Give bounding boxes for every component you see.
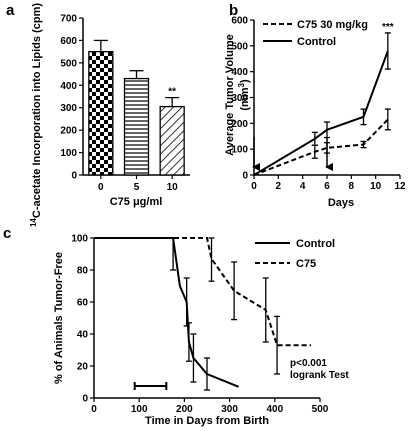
panel-c-xtick-label: 0 [91,404,97,415]
panel-b-ytick-label: 200 [231,119,248,130]
panel-b-ytick-label: 600 [231,16,248,27]
panel-a-plot: 0 100 200 300 400 500 600 700 0 5 10 ** [60,14,190,193]
panel-b-plot: 0 100 200 300 400 500 600 0 2 4 6 8 10 12 *** [231,16,406,193]
panel-b-unit-base: (mm [239,87,251,110]
panel-a-ytick-label: 100 [60,148,77,159]
panel-a-xtick-label: 0 [98,182,104,193]
panel-b-xtick-label: 4 [300,181,306,192]
panel-b-xtick-label: 8 [349,181,355,192]
panel-c-xtick-label: 100 [131,404,148,415]
panel-c-legend-control: Control [296,238,335,250]
panel-c-ytick-label: 80 [77,266,89,277]
panel-a-xtick-label: 5 [134,182,140,193]
panel-c-plot: 0 20 40 60 80 100 0 100 200 300 400 500 [71,234,328,416]
panel-c-ytick-label: 100 [71,234,88,245]
panel-a-ytick-label: 200 [60,126,77,137]
panel-b-legend-c75: C75 30 mg/kg [297,19,368,31]
panel-a-bar [123,77,150,176]
panel-c-xtick-label: 300 [221,404,238,415]
panel-a-xtick-label: 10 [167,182,179,193]
panel-b-ytick-label: 400 [231,67,248,78]
panel-b-ytick-label: 500 [231,41,248,52]
panel-c-xtick-label: 500 [312,404,329,415]
panel-a-ylabel-text: C-acetate Incorporation into Lipids (cpm… [31,3,43,218]
panel-b-legend-control: Control [297,36,336,48]
panel-b-ylabel-unit: (mm3) [237,79,251,111]
panel-b-series-line-control [253,50,389,176]
panel-c-xtick-label: 200 [176,404,193,415]
panel-a-bar [159,105,185,176]
panel-b-ytick-label: 0 [242,171,248,182]
panel-b-xtick-label: 10 [370,181,382,192]
panel-a-significance: ** [168,87,176,98]
panel-c-legend-c75: C75 [296,258,316,270]
panel-c-xlabel: Time in Days from Birth [145,415,269,427]
panel-a-ytick-label: 500 [60,58,77,69]
panel-b-significance: *** [382,22,394,33]
panel-a-ytick-label: 300 [60,103,77,114]
panel-label-c: c [3,225,11,242]
panel-b-ytick-label: 100 [231,145,248,156]
panel-b-xlabel: Days [328,197,354,209]
panel-c-ylabel: % of Animals Tumor-Free [53,252,65,384]
panel-b-unit-end: ) [239,79,251,83]
panel-c-pvalue: p<0.001 [290,358,327,369]
panel-a-ytick-label: 600 [60,36,77,47]
panel-a-ylabel-superscript: 14 [29,218,38,227]
panel-b-xtick-label: 0 [251,181,257,192]
panel-label-a: a [6,2,15,19]
panel-b-series-line-c75 [253,118,389,176]
panel-b-xtick-label: 6 [324,181,330,192]
panel-c-series-line-c75 [94,237,311,347]
panel-c-ytick-label: 60 [77,298,89,309]
panel-label-b: b [229,2,238,19]
panel-a-ytick-label: 0 [71,171,77,182]
panel-b-ytick-label: 300 [231,93,248,104]
panel-a-bar [88,50,114,176]
panel-b-xtick-label: 12 [394,181,406,192]
panel-c-xtick-label: 400 [266,404,283,415]
panel-c-ytick-label: 40 [77,330,89,341]
panel-a-ylabel: 14C-acetate Incorporation into Lipids (c… [29,3,43,227]
panel-a-xlabel: C75 μg/ml [110,196,163,208]
panel-b-unit-sup: 3 [237,82,246,87]
panel-c-logrank: logrank Test [290,370,349,381]
panel-b-ylabel: Average Tumor Volume [224,34,236,155]
panel-a-ytick-label: 700 [60,14,77,25]
panel-c-ytick-label: 0 [82,394,88,405]
panel-a-ytick-label: 400 [60,81,77,92]
panel-c-series-line-control [94,237,240,388]
panel-c-ytick-label: 20 [77,362,89,373]
panel-b-xtick-label: 2 [276,181,282,192]
